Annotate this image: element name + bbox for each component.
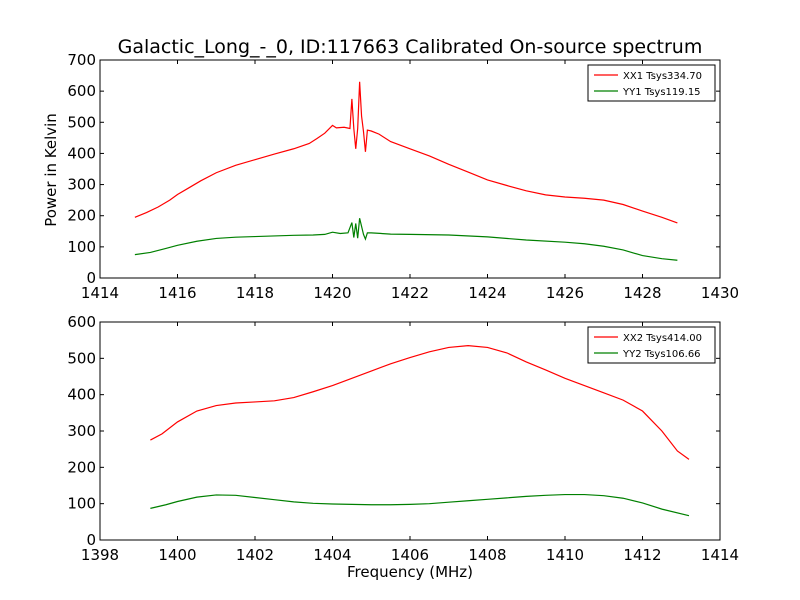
legend-entry: XX1 Tsys334.70 — [623, 71, 702, 82]
legend-entry: YY1 Tsys119.15 — [622, 87, 701, 98]
x-tick-label: 1424 — [468, 284, 506, 302]
x-tick-label: 1428 — [623, 284, 661, 302]
y-tick-label: 100 — [67, 238, 96, 256]
bottom-panel: 1398 1400 1402 1404 1406 1408 1410 1412 1414 0 100… — [67, 313, 739, 564]
x-tick-label: 1400 — [158, 546, 196, 564]
x-tick-label: 1414 — [701, 546, 739, 564]
series-line-0-1 — [134, 218, 678, 261]
y-tick-label: 600 — [67, 313, 96, 331]
y-tick-label: 100 — [67, 495, 96, 513]
x-tick-label: 1410 — [546, 546, 584, 564]
legend-entry: XX2 Tsys414.00 — [623, 333, 702, 344]
x-tick-label: 1408 — [468, 546, 506, 564]
x-tick-label: 1426 — [546, 284, 584, 302]
y-tick-label: 0 — [86, 269, 96, 287]
y-tick-label: 300 — [67, 176, 96, 194]
x-tick-label: 1404 — [313, 546, 351, 564]
legend-box-1 — [587, 326, 716, 364]
y-tick-label: 500 — [67, 349, 96, 367]
y-tick-label: 400 — [67, 386, 96, 404]
x-tick-label: 1430 — [701, 284, 739, 302]
x-tick-label: 1422 — [391, 284, 429, 302]
y-tick-label: 0 — [86, 531, 96, 549]
y-tick-label: 500 — [67, 113, 96, 131]
x-tick-label: 1402 — [236, 546, 274, 564]
y-tick-label: 400 — [67, 144, 96, 162]
legend-box-0 — [587, 64, 716, 102]
x-axis-label: Frequency (MHz) — [347, 563, 473, 581]
y-tick-label: 300 — [67, 422, 96, 440]
y-axis-label: Power in Kelvin — [42, 113, 60, 227]
series-line-1-1 — [150, 493, 690, 517]
y-tick-label: 700 — [67, 51, 96, 69]
x-tick-label: 1406 — [391, 546, 429, 564]
series-line-0-0 — [134, 81, 678, 224]
x-tick-label: 1420 — [313, 284, 351, 302]
x-tick-label: 1398 — [81, 546, 119, 564]
figure-title: Galactic_Long_-_0, ID:117663 Calibrated … — [118, 36, 703, 58]
y-tick-label: 600 — [67, 82, 96, 100]
x-tick-label: 1416 — [158, 284, 196, 302]
y-tick-label: 200 — [67, 207, 96, 225]
x-tick-label: 1418 — [236, 284, 274, 302]
series-line-1-0 — [150, 345, 690, 460]
y-tick-label: 200 — [67, 458, 96, 476]
top-panel: 1414 1416 1418 1420 1422 1424 1426 1428 1430 0 100… — [67, 51, 739, 302]
legend-entry: YY2 Tsys106.66 — [622, 349, 701, 360]
x-tick-label: 1412 — [623, 546, 661, 564]
x-tick-label: 1414 — [81, 284, 119, 302]
